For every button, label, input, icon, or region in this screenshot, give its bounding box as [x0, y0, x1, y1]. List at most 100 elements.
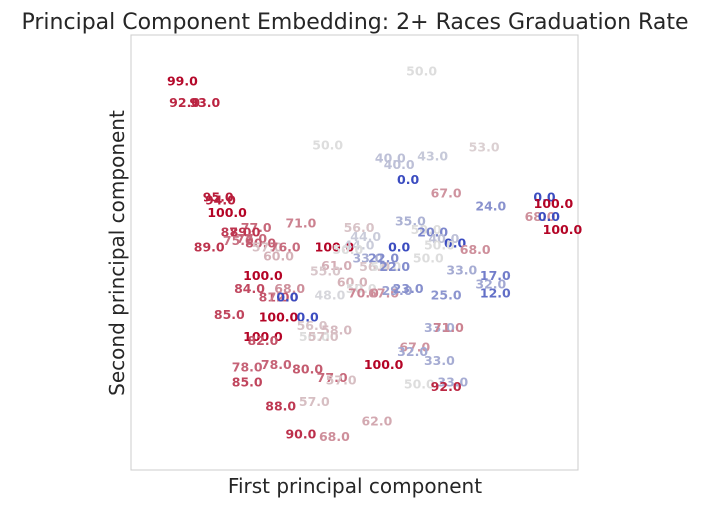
- data-point-label: 50.0: [424, 238, 455, 253]
- data-point-label: 53.0: [469, 140, 500, 155]
- data-point-label: 22.0: [379, 259, 410, 274]
- data-point-label: 100.0: [364, 357, 404, 372]
- data-point-label: 44.0: [344, 238, 375, 253]
- data-point-label: 89.0: [230, 224, 261, 239]
- data-point-label: 40.0: [375, 151, 406, 166]
- data-point-label: 71.0: [433, 320, 464, 335]
- data-point-label: 68.0: [460, 242, 491, 257]
- data-point-label: 92.0: [169, 95, 200, 110]
- data-point-label: 33.0: [424, 353, 455, 368]
- data-point-label: 0.0: [444, 235, 466, 250]
- data-point-label: 90.0: [285, 427, 316, 442]
- data-point-label: 88.0: [265, 398, 296, 413]
- plot-area: [130, 34, 579, 471]
- data-point-label: 40.0: [384, 157, 415, 172]
- data-point-label: 0.0: [388, 240, 410, 255]
- data-point-label: 43.0: [417, 148, 448, 163]
- data-point-label: 81.0: [259, 290, 290, 305]
- data-point-label: 50.0: [346, 281, 377, 296]
- data-point-label: 0.0: [276, 290, 298, 305]
- data-point-label: 56.0: [359, 259, 390, 274]
- data-point-label: 85.0: [214, 307, 245, 322]
- data-point-label: 33.0: [352, 251, 383, 266]
- data-point-label: 62.0: [361, 414, 392, 429]
- data-point-label: 94.0: [205, 193, 236, 208]
- data-point-label: 60.0: [337, 275, 368, 290]
- data-point-label: 24.0: [475, 198, 506, 213]
- data-point-label: 75.0: [223, 233, 254, 248]
- data-point-label: 12.0: [480, 285, 511, 300]
- data-point-label: 68.0: [525, 209, 556, 224]
- data-point-label: 78.0: [261, 357, 292, 372]
- data-point-label: 77.0: [236, 231, 267, 246]
- data-point-label: 95.0: [203, 190, 234, 205]
- data-point-label: 100.0: [259, 309, 299, 324]
- data-point-label: 60.0: [263, 248, 294, 263]
- data-point-label: 67.0: [368, 285, 399, 300]
- data-point-label: 100.0: [243, 329, 283, 344]
- data-point-label: 50.0: [404, 377, 435, 392]
- points-layer: 99.092.093.050.050.040.0 43.053.040.00.06…: [167, 64, 582, 444]
- data-point-label: 87.0: [221, 224, 252, 239]
- data-point-label: 92.0: [431, 379, 462, 394]
- data-point-label: 100.0: [534, 196, 574, 211]
- data-point-label: 33.0: [437, 375, 468, 390]
- data-point-label: 25.0: [431, 288, 462, 303]
- data-point-label: 48.0: [314, 288, 345, 303]
- data-point-label: 78.0: [232, 359, 263, 374]
- data-point-label: 85.0: [232, 375, 263, 390]
- data-point-label: 50.0: [411, 222, 442, 237]
- data-point-label: 0.0: [538, 209, 560, 224]
- x-axis-label: First principal component: [228, 474, 482, 498]
- data-point-label: 72.0: [268, 290, 299, 305]
- data-point-label: 77.0: [317, 370, 348, 385]
- data-point-label: 50.0: [332, 242, 363, 257]
- y-axis-label: Second principal component: [105, 110, 129, 396]
- data-point-label: 56.0: [297, 318, 328, 333]
- data-point-label: 33.0: [424, 320, 455, 335]
- data-point-label: 29.0: [382, 283, 413, 298]
- data-point-label: 57.0: [299, 394, 330, 409]
- data-point-label: 100.0: [207, 205, 247, 220]
- data-point-label: 68.0: [274, 281, 305, 296]
- data-point-label: 61.0: [321, 258, 352, 273]
- data-point-label: 50.0: [312, 137, 343, 152]
- data-point-label: 100.0: [243, 268, 283, 283]
- data-point-label: 44.0: [350, 229, 381, 244]
- data-point-label: 82.0: [247, 333, 278, 348]
- data-point-label: 57.0: [308, 329, 339, 344]
- data-point-label: 56.0: [344, 220, 375, 235]
- data-point-label: 84.0: [234, 281, 265, 296]
- data-point-label: 71.0: [285, 216, 316, 231]
- data-point-label: 80.0: [292, 361, 323, 376]
- data-point-label: 35.0: [395, 214, 426, 229]
- data-point-label: 0.0: [297, 309, 319, 324]
- data-point-label: 50.0: [299, 329, 330, 344]
- data-point-label: 17.0: [480, 268, 511, 283]
- data-point-label: 99.0: [167, 74, 198, 89]
- data-point-label: 70.0: [348, 285, 379, 300]
- data-point-label: 93.0: [189, 95, 220, 110]
- data-point-label: 22.0: [368, 251, 399, 266]
- data-point-label: 0.0: [397, 172, 419, 187]
- data-point-label: 80.0: [245, 235, 276, 250]
- data-point-label: 77.0: [241, 220, 272, 235]
- data-point-label: 100.0: [315, 240, 355, 255]
- data-point-label: 100.0: [543, 222, 583, 237]
- data-point-label: 32.0: [475, 277, 506, 292]
- data-point-label: 57.0: [326, 372, 357, 387]
- data-point-label: 57.0: [252, 240, 283, 255]
- chart-title: Principal Component Embedding: 2+ Races …: [22, 10, 689, 35]
- data-point-label: 76.0: [270, 240, 301, 255]
- data-point-label: 40.0: [428, 231, 459, 246]
- data-point-label: 50.0: [406, 64, 437, 79]
- data-point-label: 89.0: [194, 240, 225, 255]
- data-point-label: 50.0: [413, 251, 444, 266]
- data-point-label: 0.0: [533, 190, 555, 205]
- data-point-label: 68.0: [319, 429, 350, 444]
- data-point-label: 33.0: [446, 262, 477, 277]
- data-point-label: 50.0: [370, 259, 401, 274]
- data-point-label: 20.0: [417, 224, 448, 239]
- data-point-label: 58.0: [321, 322, 352, 337]
